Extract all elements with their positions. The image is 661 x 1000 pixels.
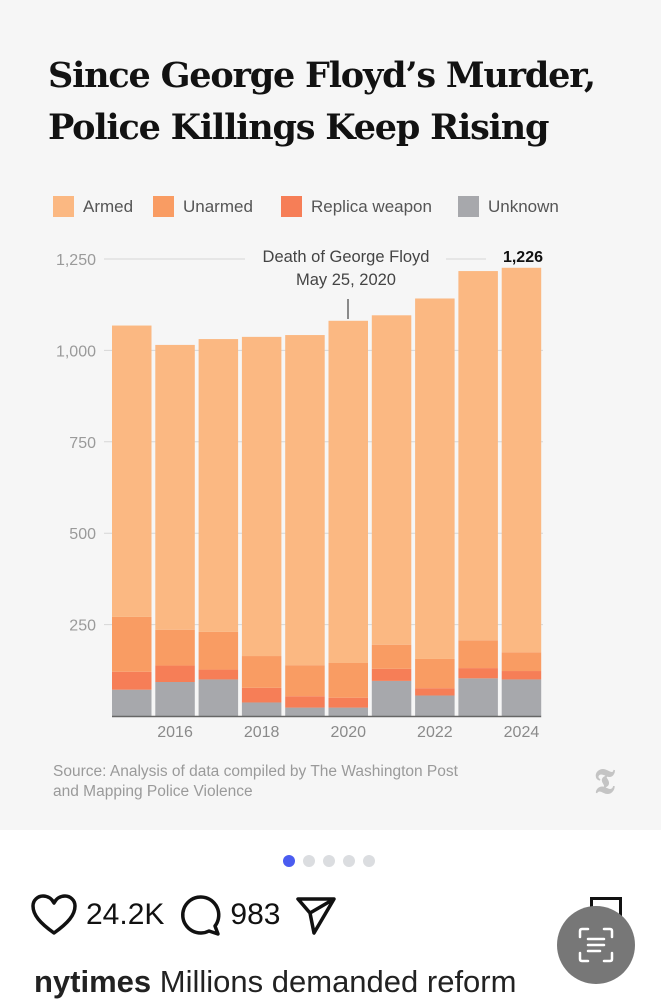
carousel-dot[interactable] <box>283 855 295 867</box>
bar-segment-unknown <box>285 707 325 716</box>
bar-segment-armed <box>415 298 455 659</box>
bar-segment-unknown <box>328 707 368 716</box>
y-tick-label: 250 <box>69 618 96 635</box>
legend-swatch <box>53 196 74 217</box>
bar-segment-replica-weapon <box>458 668 498 679</box>
bar-segment-armed <box>371 315 412 645</box>
last-value-label: 1,226 <box>503 249 543 266</box>
like-count[interactable]: 24.2K <box>86 898 165 931</box>
bar-segment-unknown <box>112 689 152 716</box>
bar-segment-unknown <box>198 679 239 716</box>
bar-segment-replica-weapon <box>501 671 542 680</box>
legend-item: Armed <box>53 196 133 217</box>
scan-text-icon <box>578 927 614 963</box>
bar-segment-replica-weapon <box>198 669 239 680</box>
x-tick-label: 2022 <box>417 724 453 741</box>
bar-segment-unarmed <box>155 629 195 666</box>
x-tick-label: 2016 <box>157 724 193 741</box>
bar-segment-armed <box>112 325 152 617</box>
legend-swatch <box>153 196 174 217</box>
x-tick-label: 2020 <box>330 724 366 741</box>
legend-label: Armed <box>83 196 134 216</box>
post-image[interactable]: Since George Floyd’s Murder, Police Kill… <box>0 0 661 830</box>
bar-segment-replica-weapon <box>328 697 368 708</box>
bar-segment-unknown <box>501 679 542 716</box>
chart-legend: Armed Unarmed Replica weapon Unknown <box>0 196 661 220</box>
legend-item: Replica weapon <box>281 196 432 217</box>
bar-segment-unarmed <box>328 662 368 698</box>
bar-segment-unknown <box>155 681 195 716</box>
event-annotation-line2: May 25, 2020 <box>296 271 396 289</box>
legend-label: Unknown <box>488 196 559 216</box>
bar-segment-unarmed <box>112 616 152 672</box>
bar-segment-replica-weapon <box>415 688 455 696</box>
y-tick-label: 750 <box>69 435 96 452</box>
carousel-dot[interactable] <box>323 855 335 867</box>
bar-segment-unarmed <box>415 658 455 689</box>
heart-icon[interactable] <box>30 893 78 937</box>
legend-item: Unarmed <box>153 196 253 217</box>
carousel-dot[interactable] <box>343 855 355 867</box>
title-line-2: Police Killings Keep Rising <box>48 107 549 148</box>
y-tick-label: 1,250 <box>56 252 96 269</box>
source-line-1: Source: Analysis of data compiled by The… <box>53 763 458 780</box>
post-actions: 24.2K 983 <box>30 893 338 937</box>
bar-segment-unknown <box>415 695 455 716</box>
bar-segment-replica-weapon <box>112 671 152 690</box>
x-tick-label: 2024 <box>504 724 540 741</box>
nyt-logo: 𝕿 <box>594 762 615 802</box>
legend-swatch <box>281 196 302 217</box>
x-tick-label: 2018 <box>244 724 280 741</box>
chart-source: Source: Analysis of data compiled by The… <box>53 762 458 802</box>
event-annotation-line1: Death of George Floyd <box>263 248 430 266</box>
bar-segment-armed <box>155 344 195 630</box>
bar-segment-unarmed <box>198 631 239 670</box>
caption-text: Millions demanded reform <box>159 964 517 999</box>
share-icon[interactable] <box>294 893 338 937</box>
bar-segment-armed <box>285 335 325 666</box>
legend-item: Unknown <box>458 196 559 217</box>
y-tick-label: 500 <box>69 526 96 543</box>
legend-label: Unarmed <box>183 196 253 216</box>
bar-segment-armed <box>198 339 239 632</box>
bar-segment-unknown <box>458 678 498 716</box>
bar-segment-unarmed <box>241 656 282 688</box>
bar-segment-unknown <box>371 680 412 716</box>
bar-segment-armed <box>501 267 542 653</box>
bar-segment-unarmed <box>371 644 412 669</box>
stacked-bar-chart: 250 500 750 1,000 1,250 2016 2018 2020 2022 2024 D… <box>56 248 543 741</box>
carousel-dot[interactable] <box>363 855 375 867</box>
bar-segment-unarmed <box>501 652 542 672</box>
title-line-1: Since George Floyd’s Murder, <box>48 55 596 96</box>
bar-segment-armed <box>458 271 498 641</box>
comment-count[interactable]: 983 <box>230 898 281 931</box>
source-line-2: and Mapping Police Violence <box>53 783 253 800</box>
bar-segment-replica-weapon <box>155 665 195 682</box>
bar-segment-unarmed <box>285 665 325 697</box>
text-scan-button[interactable] <box>557 906 635 984</box>
y-tick-label: 1,000 <box>56 343 96 360</box>
bar-segment-replica-weapon <box>241 687 282 703</box>
post-caption: nytimes Millions demanded reform <box>34 964 516 1000</box>
legend-label: Replica weapon <box>311 196 432 216</box>
bar-segment-replica-weapon <box>285 696 325 708</box>
bar-segment-unknown <box>241 702 282 716</box>
bar-segment-armed <box>328 320 368 663</box>
legend-swatch <box>458 196 479 217</box>
caption-username[interactable]: nytimes <box>34 964 152 999</box>
carousel-dot[interactable] <box>303 855 315 867</box>
bar-segment-armed <box>241 336 282 657</box>
chart-title: Since George Floyd’s Murder, Police Kill… <box>48 50 648 154</box>
carousel-indicator <box>283 855 375 867</box>
comment-icon[interactable] <box>178 893 222 937</box>
bar-segment-unarmed <box>458 640 498 669</box>
bar-segment-replica-weapon <box>371 668 412 681</box>
